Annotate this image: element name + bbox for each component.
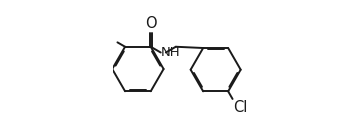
Text: Cl: Cl (233, 100, 248, 115)
Text: O: O (145, 16, 157, 31)
Text: NH: NH (161, 46, 181, 59)
